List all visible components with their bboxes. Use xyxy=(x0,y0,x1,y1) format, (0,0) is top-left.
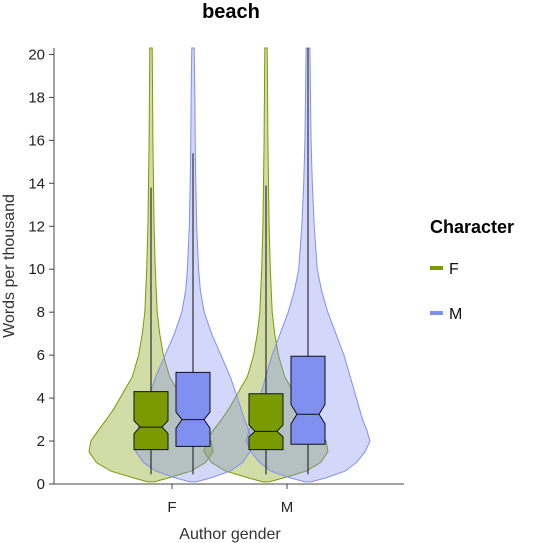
y-tick-label: 20 xyxy=(28,46,45,63)
y-tick-label: 8 xyxy=(37,304,45,321)
y-tick-label: 14 xyxy=(28,175,45,192)
box-M-M xyxy=(290,355,326,445)
y-tick-label: 16 xyxy=(28,132,45,149)
legend-label-F: F xyxy=(449,261,459,278)
y-tick-label: 6 xyxy=(37,347,45,364)
y-tick-label: 0 xyxy=(37,476,45,493)
box-M-F xyxy=(175,371,211,447)
legend-items: FM xyxy=(430,261,462,323)
legend-title: Character xyxy=(430,217,514,237)
y-ticks: 0 2 4 6 8 10 12 14 16 18 20 xyxy=(28,46,54,493)
legend: Character FM xyxy=(430,217,514,323)
box-F-F xyxy=(133,391,169,451)
y-tick-label: 10 xyxy=(28,261,45,278)
legend-label-M: M xyxy=(449,306,462,323)
y-tick-label: 2 xyxy=(37,433,45,450)
axes xyxy=(53,48,404,485)
x-tick-label: M xyxy=(281,499,294,516)
chart-title: beach xyxy=(202,1,260,23)
y-tick-label: 4 xyxy=(37,390,45,407)
box-F-M xyxy=(248,393,284,451)
y-axis-label: Words per thousand xyxy=(1,194,18,338)
violin-layer xyxy=(88,47,371,483)
y-tick-label: 18 xyxy=(28,89,45,106)
y-tick-label: 12 xyxy=(28,218,45,235)
x-axis-label: Author gender xyxy=(179,526,281,543)
x-tick-label: F xyxy=(167,499,176,516)
